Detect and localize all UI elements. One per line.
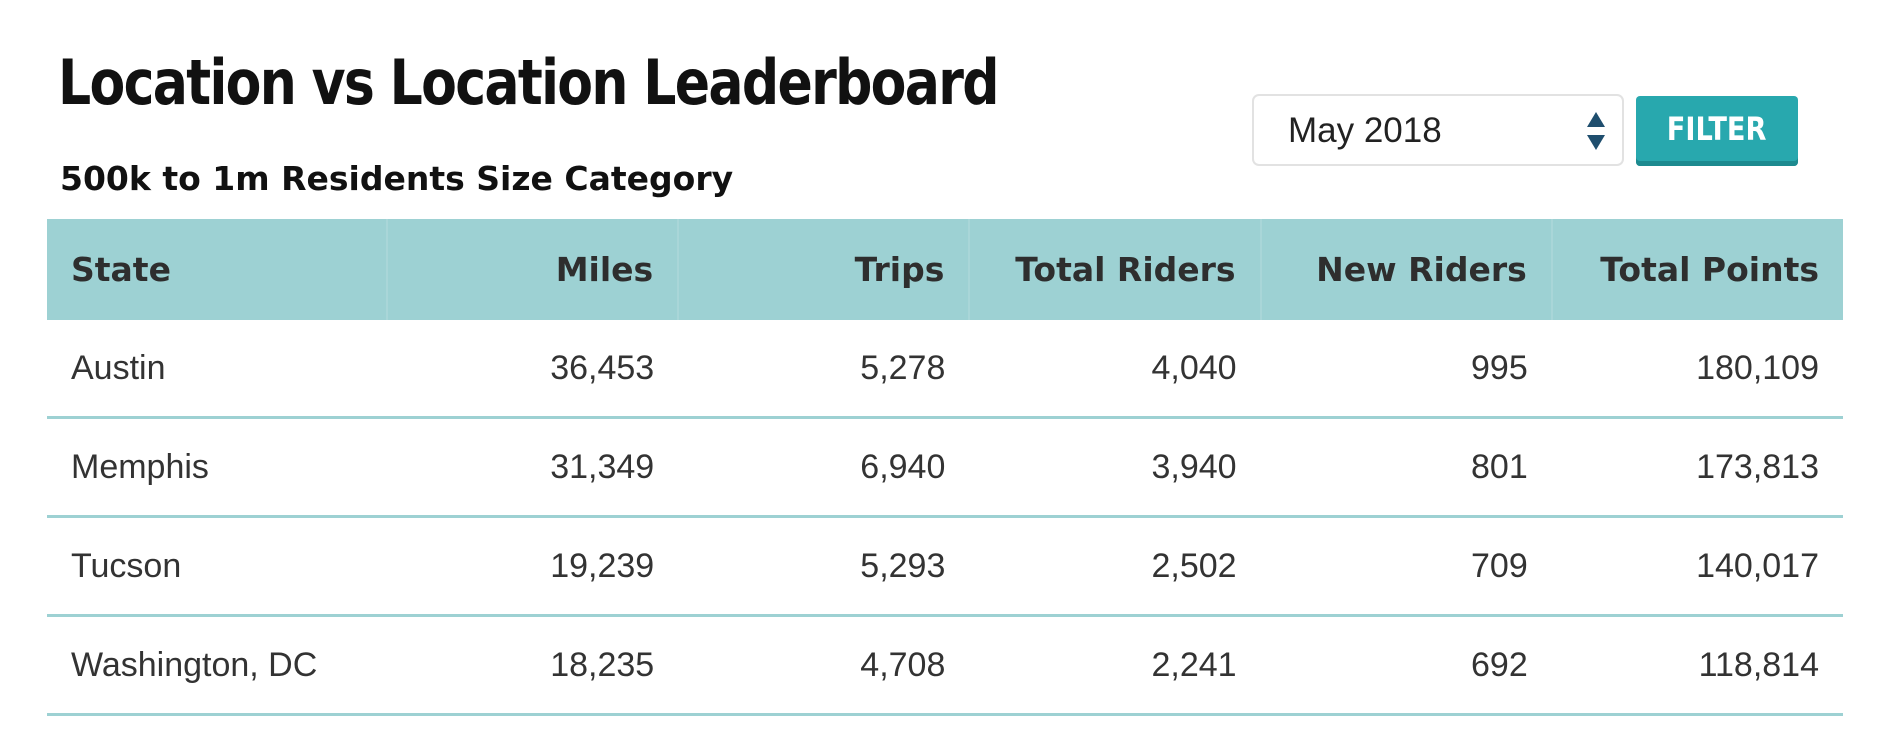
page-title: Location vs Location Leaderboard — [58, 46, 1000, 119]
cell-total-points: 180,109 — [1551, 320, 1843, 419]
cell-total-points: 173,813 — [1551, 417, 1843, 518]
column-header-new-riders[interactable]: New Riders — [1259, 219, 1552, 320]
cell-total-points: 140,017 — [1551, 516, 1843, 617]
cell-miles: 36,453 — [387, 320, 679, 419]
table-header-row: State Miles Trips Total Riders New Rider… — [47, 219, 1843, 320]
cell-miles: 31,349 — [387, 417, 679, 518]
cell-new-riders: 801 — [1260, 417, 1552, 518]
cell-trips: 5,293 — [678, 516, 970, 617]
cell-total-points: 118,814 — [1551, 615, 1843, 716]
cell-total-riders: 3,940 — [969, 417, 1261, 518]
cell-total-riders: 2,502 — [969, 516, 1261, 617]
page-subtitle: 500k to 1m Residents Size Category — [60, 159, 734, 198]
cell-new-riders: 709 — [1260, 516, 1552, 617]
table-row: Washington, DC 18,235 4,708 2,241 692 11… — [47, 615, 1843, 716]
cell-total-riders: 2,241 — [969, 615, 1261, 716]
column-header-total-points[interactable]: Total Points — [1550, 219, 1843, 320]
month-select[interactable]: May 2018 — [1252, 94, 1624, 166]
filter-button-label: FILTER — [1667, 110, 1767, 148]
cell-miles: 18,235 — [387, 615, 679, 716]
column-header-miles[interactable]: Miles — [385, 219, 679, 320]
table-row: Tucson 19,239 5,293 2,502 709 140,017 — [47, 516, 1843, 617]
column-header-trips[interactable]: Trips — [677, 219, 970, 320]
sort-arrows-icon — [1587, 112, 1605, 150]
cell-state: Memphis — [47, 417, 387, 518]
cell-miles: 19,239 — [387, 516, 679, 617]
cell-trips: 4,708 — [678, 615, 970, 716]
column-header-state[interactable]: State — [47, 219, 387, 320]
filter-button[interactable]: FILTER — [1636, 96, 1798, 166]
cell-trips: 6,940 — [678, 417, 970, 518]
cell-total-riders: 4,040 — [969, 320, 1261, 419]
cell-trips: 5,278 — [678, 320, 970, 419]
column-header-total-riders[interactable]: Total Riders — [968, 219, 1261, 320]
cell-state: Austin — [47, 320, 387, 419]
table-row: Austin 36,453 5,278 4,040 995 180,109 — [47, 320, 1843, 419]
cell-new-riders: 692 — [1260, 615, 1552, 716]
cell-state: Tucson — [47, 516, 387, 617]
cell-new-riders: 995 — [1260, 320, 1552, 419]
leaderboard-table: State Miles Trips Total Riders New Rider… — [47, 219, 1843, 716]
table-row: Memphis 31,349 6,940 3,940 801 173,813 — [47, 417, 1843, 518]
cell-state: Washington, DC — [47, 615, 387, 716]
month-select-value: May 2018 — [1288, 111, 1442, 150]
